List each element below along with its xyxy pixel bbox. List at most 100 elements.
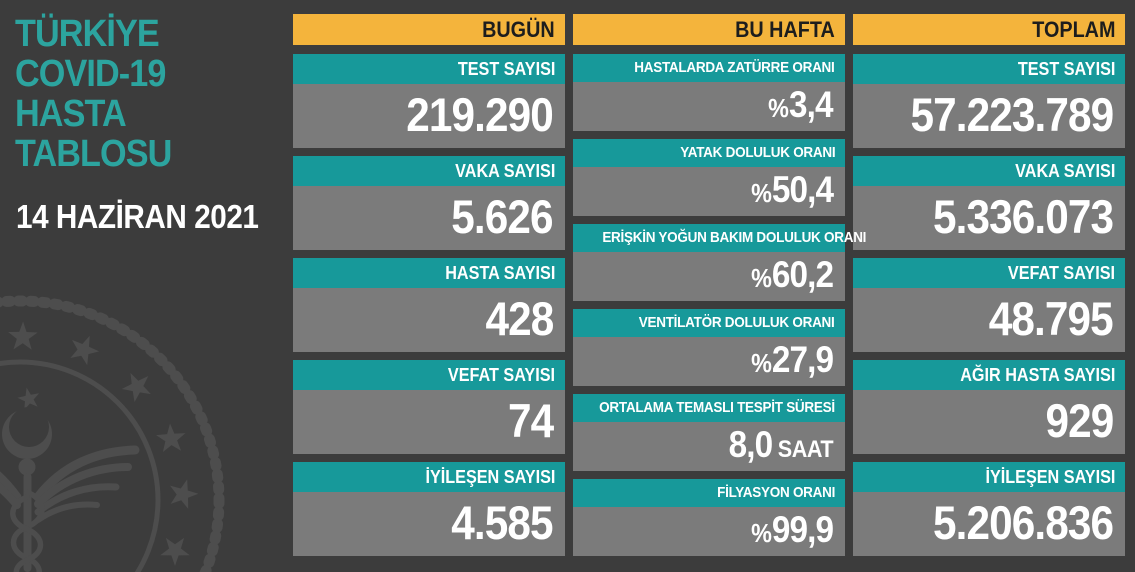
- report-date-text: 14 HAZİRAN 2021: [16, 198, 259, 235]
- column-total: TOPLAM TEST SAYISI 57.223.789 VAKA SAYIS…: [853, 14, 1125, 564]
- stat-value: 5.336.073: [853, 186, 1125, 250]
- stat-card: VAKA SAYISI 5.336.073: [853, 156, 1125, 250]
- stat-value-text: 5.336.073: [932, 190, 1114, 243]
- column-header-text: BUGÜN: [482, 17, 555, 42]
- stat-value-text: 57.223.789: [910, 88, 1114, 141]
- stat-value: %50,4: [573, 167, 845, 216]
- stat-value: 929: [853, 390, 1125, 454]
- stat-label-text: VEFAT SAYISI: [447, 365, 555, 385]
- stat-card: ERİŞKİN YOĞUN BAKIM DOLULUK ORANI %60,2: [573, 224, 866, 301]
- stat-card: İYİLEŞEN SAYISI 4.585: [293, 462, 565, 556]
- stat-label-text: AĞIR HASTA SAYISI: [959, 365, 1115, 385]
- value-number: 60,2: [771, 254, 834, 295]
- column-header-text: BU HAFTA: [735, 17, 835, 42]
- stat-label-text: VEFAT SAYISI: [1007, 263, 1115, 283]
- page-title: TÜRKİYE COVID-19 HASTA TABLOSU: [15, 14, 189, 174]
- column-today: BUGÜN TEST SAYISI 219.290 VAKA SAYISI 5.…: [293, 14, 565, 564]
- value-prefix: %: [750, 518, 772, 548]
- stat-label: VAKA SAYISI: [853, 156, 1125, 186]
- stat-label: VEFAT SAYISI: [293, 360, 565, 390]
- stat-value-text: 929: [1045, 394, 1114, 447]
- stat-label: ERİŞKİN YOĞUN BAKIM DOLULUK ORANI: [573, 224, 866, 252]
- stat-label-text: ORTALAMA TEMASLI TESPİT SÜRESİ: [599, 399, 835, 416]
- value-suffix: SAAT: [772, 436, 834, 463]
- title-line: TABLOSU: [15, 134, 189, 174]
- stat-card: HASTA SAYISI 428: [293, 258, 565, 352]
- stat-card: FİLYASYON ORANI %99,9: [573, 479, 845, 556]
- stat-value: 57.223.789: [853, 84, 1125, 148]
- value-number: 8,0: [728, 424, 773, 465]
- value-number: 50,4: [771, 169, 834, 210]
- stat-label: VEFAT SAYISI: [853, 258, 1125, 288]
- title-text: TABLOSU: [15, 133, 172, 175]
- title-text: COVID-19: [15, 53, 166, 95]
- stat-label-text: VENTİLATÖR DOLULUK ORANI: [639, 314, 835, 331]
- stat-card: TEST SAYISI 219.290: [293, 54, 565, 148]
- stat-value: 428: [293, 288, 565, 352]
- title-line: TÜRKİYE: [15, 14, 189, 54]
- stat-value-text: 5.206.836: [932, 496, 1114, 549]
- stat-card: ORTALAMA TEMASLI TESPİT SÜRESİ 8,0 SAAT: [573, 394, 845, 471]
- value-number: 99,9: [771, 509, 834, 550]
- value-prefix: %: [750, 263, 772, 293]
- column-header-today: BUGÜN: [293, 14, 565, 45]
- stat-label-text: TEST SAYISI: [1017, 59, 1115, 79]
- value-prefix: %: [750, 178, 772, 208]
- stat-label: HASTALARDA ZATÜRRE ORANI: [573, 54, 845, 82]
- stat-label: TEST SAYISI: [293, 54, 565, 84]
- column-header-this-week: BU HAFTA: [573, 14, 845, 45]
- stat-value-text: %3,4: [768, 82, 834, 133]
- stat-card: VEFAT SAYISI 74: [293, 360, 565, 454]
- stat-label: AĞIR HASTA SAYISI: [853, 360, 1125, 390]
- stat-label-text: TEST SAYISI: [457, 59, 555, 79]
- stat-value-text: 74: [507, 394, 554, 447]
- stat-value-text: %60,2: [750, 252, 834, 303]
- stat-value: %60,2: [573, 252, 845, 301]
- title-line: COVID-19: [15, 54, 189, 94]
- stat-value: %27,9: [573, 337, 845, 386]
- stat-card: İYİLEŞEN SAYISI 5.206.836: [853, 462, 1125, 556]
- stat-value: 48.795: [853, 288, 1125, 352]
- title-text: HASTA: [15, 93, 127, 135]
- value-number: 27,9: [771, 339, 834, 380]
- stat-value: 5.206.836: [853, 492, 1125, 556]
- stat-label: VENTİLATÖR DOLULUK ORANI: [573, 309, 845, 337]
- stat-label-text: ERİŞKİN YOĞUN BAKIM DOLULUK ORANI: [602, 229, 867, 246]
- stat-value: 4.585: [293, 492, 565, 556]
- stat-label: İYİLEŞEN SAYISI: [853, 462, 1125, 492]
- stat-value-text: %27,9: [750, 337, 834, 388]
- value-number: 3,4: [789, 84, 834, 125]
- stat-label-text: HASTA SAYISI: [444, 263, 555, 283]
- stat-value-text: 219.290: [406, 88, 554, 141]
- stat-label-text: VAKA SAYISI: [454, 161, 555, 181]
- stat-label: İYİLEŞEN SAYISI: [293, 462, 565, 492]
- column-header-total: TOPLAM: [853, 14, 1125, 45]
- stat-label-text: VAKA SAYISI: [1014, 161, 1115, 181]
- stat-label: TEST SAYISI: [853, 54, 1125, 84]
- title-text: TÜRKİYE: [15, 13, 160, 55]
- stat-label-text: HASTALARDA ZATÜRRE ORANI: [634, 59, 836, 76]
- value-prefix: %: [768, 93, 790, 123]
- stat-card: VEFAT SAYISI 48.795: [853, 258, 1125, 352]
- stat-label-text: İYİLEŞEN SAYISI: [425, 467, 555, 487]
- stat-card: AĞIR HASTA SAYISI 929: [853, 360, 1125, 454]
- stat-card: YATAK DOLULUK ORANI %50,4: [573, 139, 845, 216]
- stat-value-text: 8,0 SAAT: [728, 422, 833, 473]
- stat-label: ORTALAMA TEMASLI TESPİT SÜRESİ: [573, 394, 845, 422]
- stat-card: HASTALARDA ZATÜRRE ORANI %3,4: [573, 54, 845, 131]
- stat-value-text: %50,4: [750, 167, 834, 218]
- stat-label: FİLYASYON ORANI: [573, 479, 845, 507]
- stat-value-text: 48.795: [989, 292, 1114, 345]
- stat-value-text: 5.626: [451, 190, 554, 243]
- stat-label-text: YATAK DOLULUK ORANI: [679, 144, 835, 161]
- stat-card: TEST SAYISI 57.223.789: [853, 54, 1125, 148]
- turkey-health-ministry-emblem-icon: [0, 295, 225, 572]
- stat-label: YATAK DOLULUK ORANI: [573, 139, 845, 167]
- title-line: HASTA: [15, 94, 189, 134]
- value-prefix: %: [750, 348, 772, 378]
- stat-card: VENTİLATÖR DOLULUK ORANI %27,9: [573, 309, 845, 386]
- stat-value-text: %99,9: [750, 507, 834, 558]
- stat-value: %99,9: [573, 507, 845, 556]
- column-this-week: BU HAFTA HASTALARDA ZATÜRRE ORANI %3,4 Y…: [573, 14, 866, 564]
